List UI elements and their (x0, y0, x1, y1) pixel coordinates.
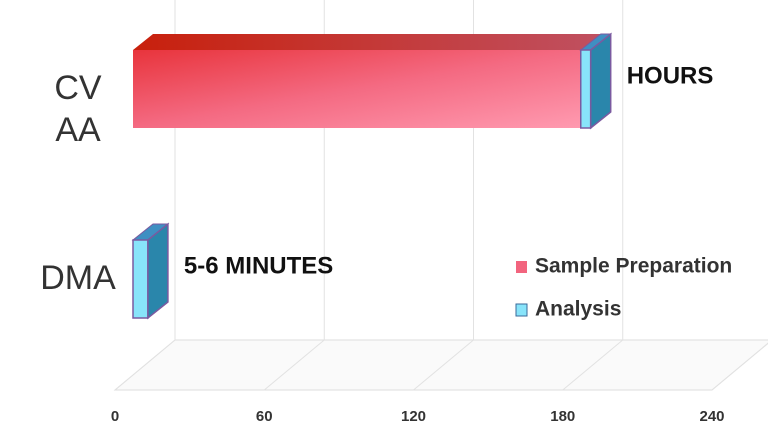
legend-swatch (516, 261, 527, 273)
floor-grid-line (562, 339, 624, 391)
floor-grid-line (114, 339, 176, 391)
x-tick-label: 60 (256, 408, 273, 425)
floor-grid-line (711, 342, 768, 391)
floor (113, 339, 768, 391)
legend-label: Sample Preparation (535, 255, 732, 278)
bar-top (133, 34, 601, 50)
floor-grid-line (263, 339, 325, 391)
bar (133, 50, 581, 128)
legend-label: Analysis (535, 298, 621, 321)
annotation: HOURS (627, 62, 714, 89)
x-tick-label: 120 (401, 408, 426, 425)
floor-grid-line (413, 339, 474, 391)
annotation: 5-6 MINUTES (184, 252, 333, 279)
category-label: CV AA (54, 69, 102, 149)
bar-end (147, 222, 169, 320)
legend-swatch (515, 303, 528, 317)
category-label: DMA (40, 259, 116, 297)
bar-end (589, 32, 612, 130)
x-tick-label: 0 (111, 408, 119, 425)
x-tick-label: 240 (699, 408, 724, 425)
bar (580, 49, 592, 129)
bar (132, 239, 149, 319)
x-tick-label: 180 (550, 408, 575, 425)
